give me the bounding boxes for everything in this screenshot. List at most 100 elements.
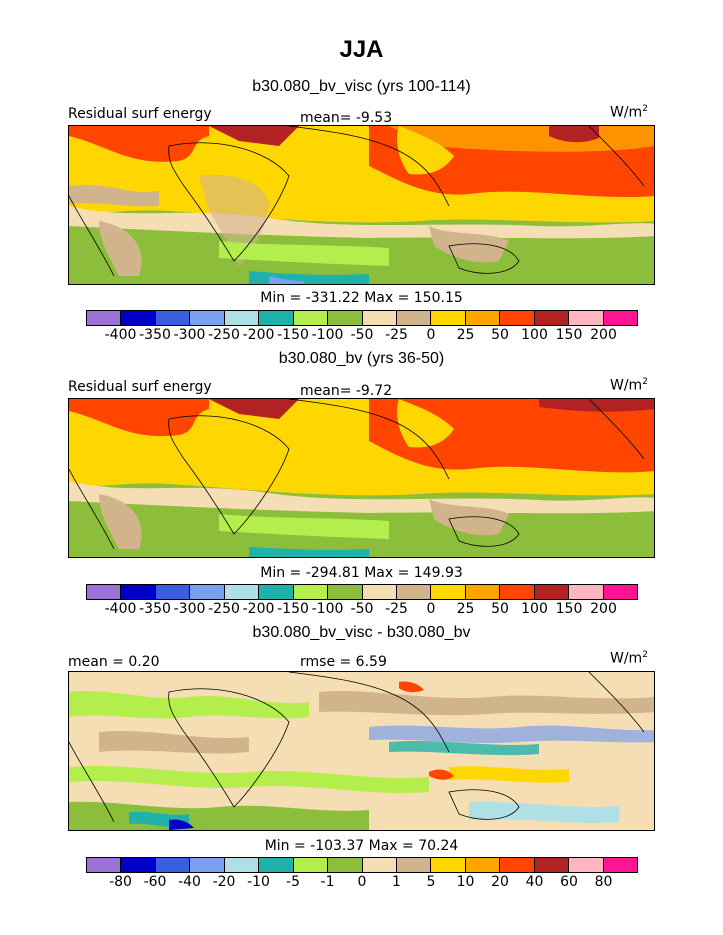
colorbar-tick-label: -50 [350,327,374,343]
colorbar-swatch [465,858,501,872]
colorbar-swatch [121,858,156,872]
colorbar-tick-label: -400 [104,327,137,343]
colorbar-tick-label: 50 [491,327,509,343]
colorbar-tick-label: 0 [426,327,436,343]
colorbar-swatch [87,858,122,872]
colorbar-swatch [224,311,260,325]
panel-2-title: b30.080_bv (yrs 36-50) [278,350,445,367]
colorbar-tick-label: -25 [385,601,408,617]
colorbar-swatch [396,311,432,325]
colorbar-tick-label: 50 [491,601,509,617]
colorbar-swatch [293,311,329,325]
colorbar-swatch [534,858,570,872]
panel-3-rmse-label: rmse = 6.59 [300,654,387,670]
colorbar-tick-label: -150 [277,327,309,343]
colorbar-tick-label: 20 [491,874,509,890]
colorbar-tick-label: -5 [286,874,300,890]
colorbar-tick-label: 150 [555,601,583,617]
colorbar-tick-label: 150 [555,327,583,343]
colorbar-tick-label: -1 [320,874,335,890]
colorbar-tick-label: -100 [311,327,344,343]
panel-2-minmax: Min = -294.81 Max = 149.93 [260,565,463,581]
panel-2-variable-label: Residual surf energy [68,379,212,395]
colorbar-swatch [431,311,466,325]
colorbar-tick-label: -300 [173,327,206,343]
panel-2-colorbar [86,584,638,600]
colorbar-tick-label: 5 [426,874,436,890]
panel-1-map [68,125,655,285]
colorbar-tick-label: 100 [521,601,548,617]
panel-3-colorbar [86,857,638,873]
colorbar-tick-label: -350 [139,601,171,617]
panel-3-units: W/m2 [610,650,648,667]
colorbar-swatch [259,858,294,872]
panel-1-title: b30.080_bv_visc (yrs 100-114) [252,78,471,95]
colorbar-swatch [362,858,397,872]
panel-3-title: b30.080_bv_visc - b30.080_bv [252,624,471,641]
panel-3-colorbar-ticks: -80 -60 -40 -20 -10 -5 -1 0 1 5 10 20 40 60 80 [86,874,638,892]
colorbar-swatch [155,858,191,872]
colorbar-tick-label: 25 [456,327,475,343]
colorbar-swatch [431,858,466,872]
panel-1-variable-label: Residual surf energy [68,106,212,122]
colorbar-tick-label: 200 [590,601,617,617]
colorbar-swatch [328,311,363,325]
colorbar-swatch [190,585,225,599]
colorbar-swatch [293,585,329,599]
colorbar-swatch [121,311,156,325]
colorbar-tick-label: -200 [242,601,275,617]
colorbar-swatch [534,311,570,325]
colorbar-tick-label: 60 [560,874,578,890]
colorbar-tick-label: -250 [208,327,240,343]
colorbar-tick-label: -200 [242,327,275,343]
colorbar-tick-label: 25 [456,601,475,617]
colorbar-swatch [190,311,225,325]
colorbar-swatch [500,585,535,599]
colorbar-swatch [569,585,604,599]
colorbar-tick-label: 200 [590,327,617,343]
colorbar-swatch [87,311,122,325]
colorbar-swatch [396,585,432,599]
colorbar-swatch [500,858,535,872]
colorbar-tick-label: -350 [139,327,171,343]
panel-1-minmax: Min = -331.22 Max = 150.15 [260,290,463,306]
colorbar-tick-label: 1 [392,874,401,890]
panel-2-colorbar-ticks: -400 -350 -300 -250 -200 -150 -100 -50 -25 0 25 50 1… [86,601,638,619]
panel-3-map [68,671,655,831]
colorbar-tick-label: 0 [357,874,367,890]
panel-2-mean-label: mean= -9.72 [300,383,393,399]
panel-3-mean-label: mean = 0.20 [68,654,160,670]
colorbar-swatch [190,858,225,872]
colorbar-swatch [396,858,432,872]
panel-2-map [68,398,655,558]
colorbar-tick-label: 80 [594,874,613,890]
colorbar-swatch [87,585,122,599]
colorbar-swatch [534,585,570,599]
colorbar-swatch [500,311,535,325]
panel-1-mean-label: mean= -9.53 [300,110,393,126]
panel-1-colorbar [86,310,638,326]
colorbar-swatch [155,585,191,599]
colorbar-tick-label: 10 [456,874,475,890]
colorbar-tick-label: -250 [208,601,240,617]
colorbar-swatch [293,858,329,872]
colorbar-swatch [328,585,363,599]
colorbar-swatch [362,311,397,325]
colorbar-swatch [362,585,397,599]
colorbar-tick-label: -50 [350,601,374,617]
colorbar-swatch [603,585,637,599]
panel-3-minmax: Min = -103.37 Max = 70.24 [264,838,459,854]
colorbar-swatch [155,311,191,325]
colorbar-swatch [431,585,466,599]
colorbar-swatch [259,585,294,599]
colorbar-tick-label: -100 [311,601,344,617]
colorbar-swatch [603,858,637,872]
colorbar-tick-label: -10 [247,874,270,890]
colorbar-swatch [465,585,501,599]
colorbar-swatch [121,585,156,599]
season-title: JJA [339,36,384,63]
colorbar-swatch [569,311,604,325]
colorbar-tick-label: 0 [426,601,436,617]
colorbar-swatch [603,311,637,325]
colorbar-tick-label: -150 [277,601,309,617]
